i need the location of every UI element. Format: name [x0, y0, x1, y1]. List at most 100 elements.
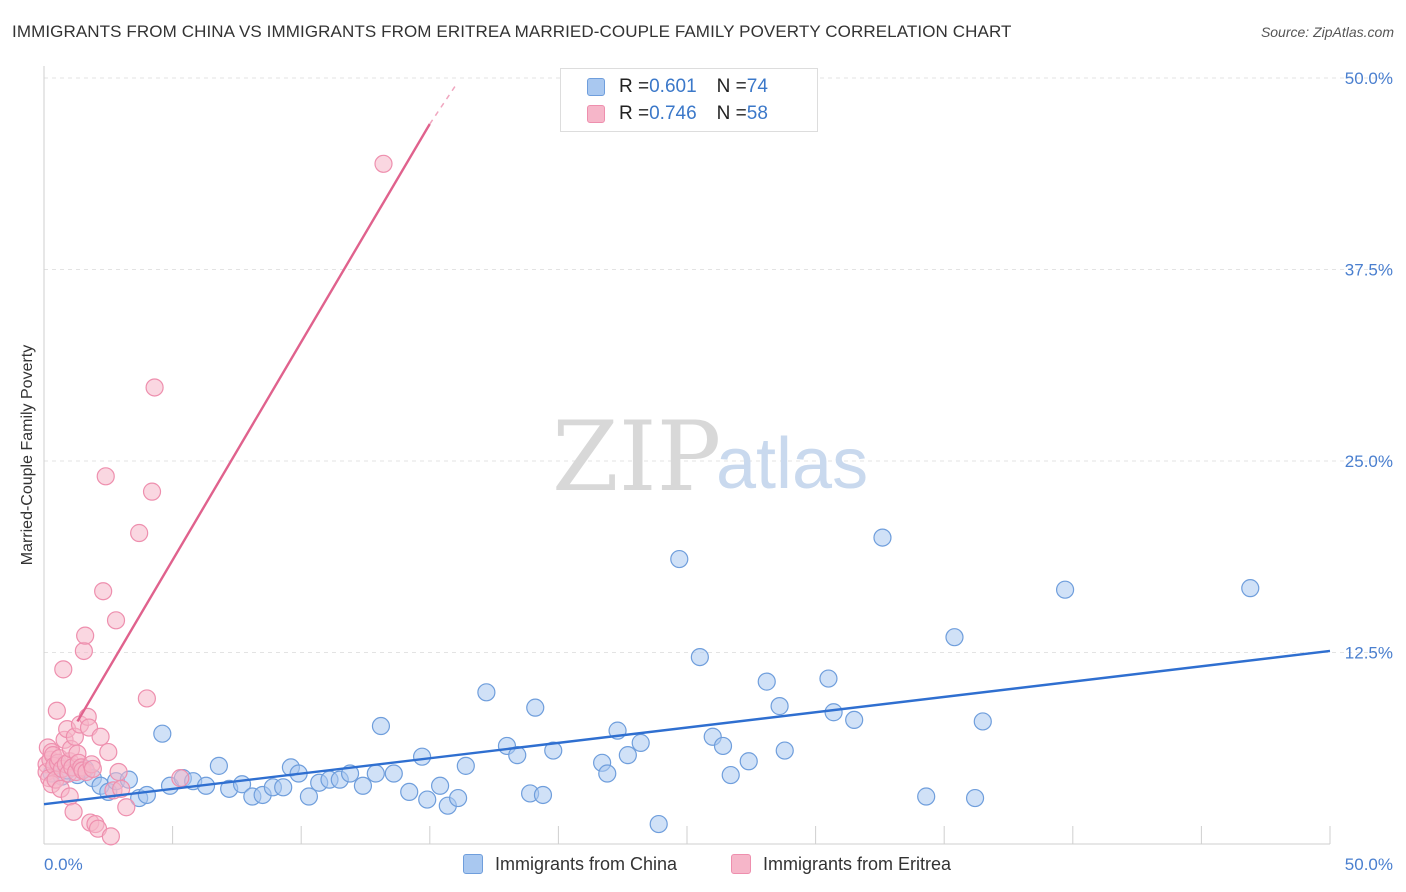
china-point-50 [544, 741, 563, 760]
eritrea-point-15 [54, 660, 73, 679]
eritrea-point-10 [47, 701, 66, 720]
x-tick-label-right: 50.0% [1345, 855, 1393, 874]
legend-swatch-china [587, 78, 605, 96]
eritrea-point-39 [83, 759, 102, 779]
china-point-61 [721, 765, 740, 785]
china-point-49 [533, 785, 553, 805]
china-point-75 [1241, 579, 1260, 598]
source-label: Source: ZipAtlas.com [1260, 24, 1394, 40]
eritrea-point-56 [171, 769, 190, 788]
trend-lines [43, 85, 1331, 806]
china-point-64 [770, 697, 789, 716]
china-point-34 [366, 764, 385, 783]
china-point-35 [371, 716, 391, 736]
eritrea-point-33 [76, 626, 95, 645]
eritrea-point-42 [91, 727, 110, 746]
legend-n-value-china: 74 [746, 76, 768, 97]
china-point-25 [274, 778, 293, 797]
china-point-62 [739, 752, 758, 771]
legend-row-eritrea: R = 0.746 N = 58 [587, 103, 768, 125]
china-point-69 [873, 528, 892, 547]
china-point-68 [845, 710, 864, 730]
legend-r-value-china: 0.601 [649, 76, 697, 97]
eritrea-trend-extension [429, 85, 457, 125]
china-point-48 [526, 698, 545, 717]
y-tick-label-3: 50.0% [1345, 69, 1393, 88]
china-point-38 [412, 747, 432, 766]
tick-labels: 12.5% 25.0% 37.5% 50.0% 0.0% 50.0% [44, 69, 1393, 874]
legend-r-label-eritrea: R = [619, 103, 650, 124]
bottom-legend-eritrea: Immigrants from Eritrea [731, 852, 951, 876]
china-point-39 [418, 790, 437, 809]
y-tick-label-0: 12.5% [1345, 644, 1393, 663]
china-point-19 [209, 756, 228, 775]
chart-title: IMMIGRANTS FROM CHINA VS IMMIGRANTS FROM… [12, 22, 1012, 41]
gridlines [44, 77, 1395, 653]
bottom-legend-label-eritrea: Immigrants from Eritrea [763, 853, 952, 874]
china-point-65 [775, 741, 794, 760]
eritrea-point-48 [106, 611, 126, 630]
correlation-legend: R = 0.601 N = 74 R = 0.746 N = 58 [560, 68, 818, 132]
china-point-60 [713, 736, 733, 756]
china-point-70 [917, 787, 936, 806]
axes [43, 66, 1331, 845]
china-point-33 [353, 776, 373, 795]
eritrea-point-45 [99, 742, 118, 762]
china-point-55 [631, 733, 650, 752]
china-point-56 [649, 814, 668, 834]
y-tick-label-2: 37.5% [1345, 261, 1393, 280]
china-point-14 [153, 724, 172, 743]
legend-r-value-eritrea: 0.746 [649, 103, 697, 124]
legend-r-label-china: R = [619, 76, 650, 97]
eritrea-point-43 [94, 582, 113, 601]
y-tick-label-1: 25.0% [1345, 452, 1393, 471]
eritrea-points [37, 154, 393, 846]
bottom-legend-china: Immigrants from China [463, 852, 677, 876]
bottom-legend-swatch-china [463, 854, 483, 874]
eritrea-point-46 [101, 827, 120, 846]
china-point-54 [618, 746, 637, 765]
china-point-58 [690, 647, 709, 667]
x-tick-label-left: 0.0% [44, 855, 83, 874]
china-point-57 [670, 549, 689, 569]
eritrea-point-53 [137, 689, 156, 708]
china-point-73 [973, 712, 992, 731]
eritrea-point-49 [109, 762, 128, 782]
china-point-42 [448, 788, 468, 808]
china-point-66 [819, 669, 838, 688]
legend-n-value-eritrea: 58 [746, 103, 768, 124]
bottom-legend-label-china: Immigrants from China [495, 853, 678, 874]
china-point-13 [137, 785, 156, 805]
eritrea-trend-line [76, 123, 431, 723]
china-point-28 [299, 787, 319, 806]
eritrea-point-57 [374, 154, 393, 173]
eritrea-point-52 [130, 523, 149, 543]
china-point-44 [477, 683, 496, 702]
legend-n-label-eritrea: N = [716, 103, 747, 124]
eritrea-point-50 [112, 779, 131, 798]
china-point-72 [965, 788, 985, 808]
eritrea-point-51 [117, 798, 136, 817]
china-point-36 [384, 764, 403, 783]
eritrea-point-55 [145, 378, 164, 397]
china-point-52 [598, 764, 617, 783]
eritrea-point-24 [64, 802, 83, 821]
watermark-atlas: atlas [716, 424, 868, 504]
watermark: ZIP atlas [552, 401, 868, 513]
china-point-63 [757, 672, 776, 691]
china-point-37 [400, 782, 419, 802]
eritrea-point-32 [74, 641, 93, 661]
china-point-43 [456, 756, 475, 775]
china-point-40 [430, 776, 450, 795]
eritrea-point-44 [96, 467, 115, 486]
legend-n-label-china: N = [716, 76, 747, 97]
legend-row-china: R = 0.601 N = 74 [587, 76, 768, 98]
eritrea-point-54 [142, 482, 162, 501]
watermark-zip: ZIP [552, 401, 721, 513]
china-point-67 [824, 703, 843, 722]
legend-swatch-eritrea [587, 105, 605, 123]
china-trend-line [43, 649, 1331, 806]
china-point-71 [945, 628, 964, 647]
china-point-74 [1055, 580, 1075, 599]
